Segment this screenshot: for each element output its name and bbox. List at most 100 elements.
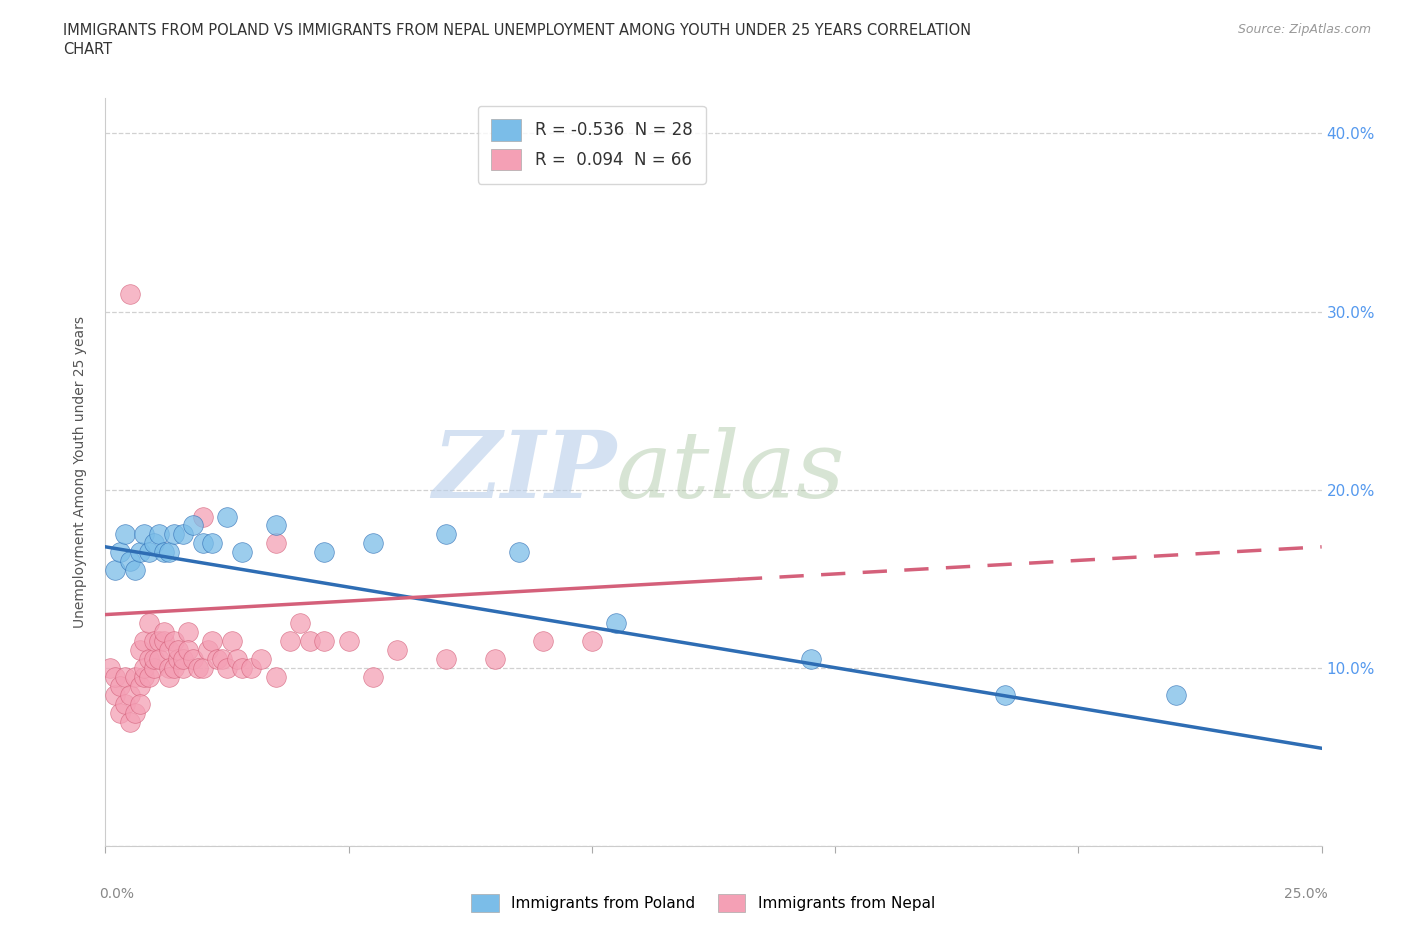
Point (187, 660, 209, 675)
Point (314, 634, 336, 649)
Point (134, 527, 156, 542)
Point (172, 652, 194, 667)
Point (240, 660, 263, 675)
Point (124, 563, 146, 578)
Point (148, 634, 170, 649)
Point (225, 652, 247, 667)
Point (143, 634, 166, 649)
Point (108, 679, 131, 694)
Point (118, 687, 141, 702)
Point (162, 660, 184, 675)
Point (143, 536, 166, 551)
Point (221, 634, 243, 649)
Point (211, 652, 233, 667)
Point (138, 616, 160, 631)
Point (264, 670, 287, 684)
Point (104, 670, 127, 684)
Point (153, 625, 176, 640)
Point (157, 670, 180, 684)
Point (153, 545, 176, 560)
Point (217, 509, 239, 524)
Point (581, 634, 603, 649)
Point (1164, 687, 1187, 702)
Point (128, 679, 150, 694)
Point (162, 527, 184, 542)
Point (191, 660, 214, 675)
Point (157, 545, 180, 560)
Point (201, 634, 224, 649)
Point (114, 670, 136, 684)
Text: Source: ZipAtlas.com: Source: ZipAtlas.com (1237, 23, 1371, 36)
Point (128, 643, 150, 658)
Point (118, 286, 141, 301)
Point (191, 536, 214, 551)
Point (361, 536, 384, 551)
Point (153, 634, 176, 649)
Point (201, 536, 224, 551)
Point (138, 545, 160, 560)
Point (118, 714, 141, 729)
Point (994, 687, 1017, 702)
Text: 25.0%: 25.0% (1284, 887, 1327, 901)
Point (162, 634, 184, 649)
Text: IMMIGRANTS FROM POLAND VS IMMIGRANTS FROM NEPAL UNEMPLOYMENT AMONG YOUTH UNDER 2: IMMIGRANTS FROM POLAND VS IMMIGRANTS FRO… (63, 23, 972, 38)
Point (207, 652, 229, 667)
Point (250, 652, 273, 667)
Y-axis label: Unemployment Among Youth under 25 years: Unemployment Among Youth under 25 years (73, 316, 87, 628)
Point (157, 660, 180, 675)
Point (148, 652, 170, 667)
Legend: R = -0.536  N = 28, R =  0.094  N = 66: R = -0.536 N = 28, R = 0.094 N = 66 (478, 106, 706, 184)
Point (181, 652, 204, 667)
Point (800, 652, 823, 667)
Point (264, 536, 287, 551)
Point (148, 527, 170, 542)
Point (337, 634, 360, 649)
Point (157, 643, 180, 658)
Point (167, 652, 190, 667)
Point (98, 660, 121, 675)
Point (128, 697, 150, 711)
Point (124, 705, 146, 720)
Point (181, 518, 204, 533)
Point (288, 616, 311, 631)
Point (104, 687, 127, 702)
Point (128, 545, 150, 560)
Text: atlas: atlas (616, 427, 846, 517)
Point (108, 545, 131, 560)
Point (172, 660, 194, 675)
Point (167, 643, 190, 658)
Point (217, 660, 239, 675)
Point (484, 652, 506, 667)
Point (108, 705, 131, 720)
Point (231, 660, 253, 675)
Point (531, 634, 554, 649)
Point (197, 643, 219, 658)
Point (605, 616, 627, 631)
Point (118, 553, 141, 568)
Point (387, 643, 409, 658)
Point (134, 634, 156, 649)
Point (143, 652, 166, 667)
Point (143, 660, 166, 675)
Point (134, 660, 156, 675)
Point (124, 670, 146, 684)
Text: ZIP: ZIP (432, 427, 616, 517)
Point (434, 652, 457, 667)
Text: 0.0%: 0.0% (100, 887, 135, 901)
Point (191, 509, 214, 524)
Point (172, 527, 194, 542)
Point (231, 545, 253, 560)
Point (314, 545, 336, 560)
Point (177, 625, 200, 640)
Point (114, 527, 136, 542)
Point (434, 527, 457, 542)
Point (104, 563, 127, 578)
Legend: Immigrants from Poland, Immigrants from Nepal: Immigrants from Poland, Immigrants from … (465, 888, 941, 918)
Point (177, 643, 200, 658)
Point (264, 518, 287, 533)
Point (278, 634, 301, 649)
Point (138, 652, 160, 667)
Point (361, 670, 384, 684)
Point (114, 697, 136, 711)
Point (508, 545, 530, 560)
